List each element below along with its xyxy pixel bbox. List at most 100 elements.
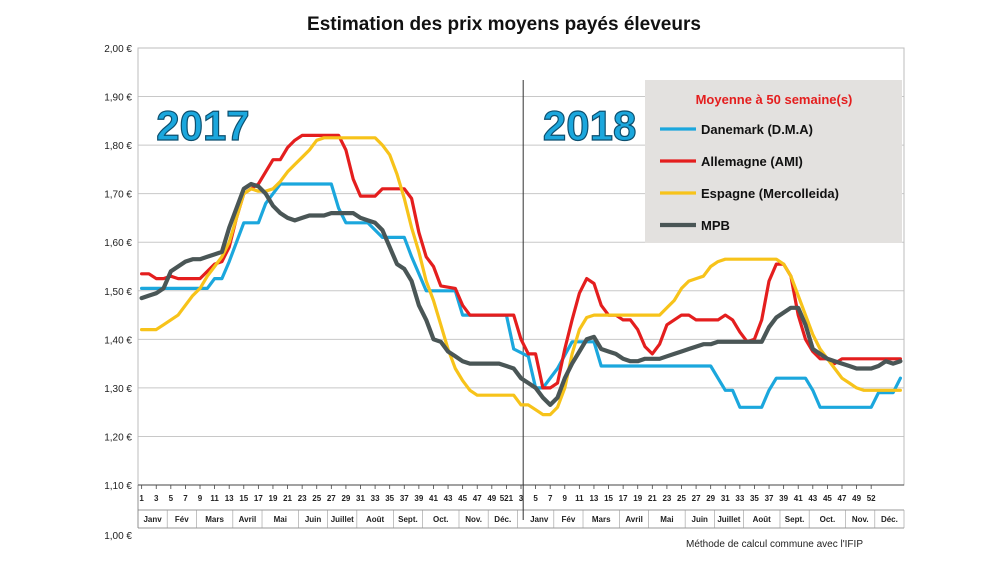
series-line-danemark-d-m-a (140, 182, 903, 409)
x-month-label: Juillet (717, 515, 740, 524)
x-tick-label: 15 (604, 494, 613, 503)
footnote: Méthode de calcul commune avec l'IFIP (686, 539, 863, 550)
series-line-espagne-mercolleida (140, 136, 903, 417)
x-month-label: Mars (205, 515, 224, 524)
x-tick-label: 41 (429, 494, 438, 503)
legend-item-label: MPB (701, 218, 730, 233)
legend: Moyenne à 50 semaine(s) Danemark (D.M.A) A… (645, 80, 902, 243)
y-tick-label: 2,00 € (104, 44, 132, 55)
x-tick-label: 29 (341, 494, 350, 503)
x-tick-label: 25 (677, 494, 686, 503)
x-tick-label: 17 (619, 494, 628, 503)
x-tick-label: 5 (533, 494, 538, 503)
x-tick-label: 19 (269, 494, 278, 503)
x-tick-label: 33 (735, 494, 744, 503)
x-month-label: Juillet (331, 515, 354, 524)
x-month-label: Déc. (881, 515, 898, 524)
x-tick-label: 49 (852, 494, 861, 503)
x-month-label: Déc. (494, 515, 511, 524)
x-tick-label: 1 (139, 494, 144, 503)
x-month-label: Avril (625, 515, 643, 524)
x-tick-label: 27 (327, 494, 336, 503)
x-tick-label: 39 (414, 494, 423, 503)
series-line-mpb (139, 181, 903, 407)
x-month-label: Mai (660, 515, 673, 524)
x-tick-label: 37 (400, 494, 409, 503)
x-tick-label: 21 (283, 494, 292, 503)
x-tick-label: 13 (589, 494, 598, 503)
x-tick-label: 25 (312, 494, 321, 503)
x-tick-label: 15 (239, 494, 248, 503)
x-tick-label: 43 (444, 494, 453, 503)
x-tick-label: 11 (575, 494, 584, 503)
x-tick-label: 47 (838, 494, 847, 503)
x-tick-label: 13 (225, 494, 234, 503)
year-label: 2017 (156, 102, 249, 149)
x-month-label: Fév (175, 515, 189, 524)
x-tick-label: 35 (385, 494, 394, 503)
x-tick-label: 27 (692, 494, 701, 503)
x-tick-label: 31 (356, 494, 365, 503)
x-month-label: Juin (305, 515, 322, 524)
x-month-label: Sept. (398, 515, 418, 524)
y-tick-label: 1,40 € (104, 335, 132, 346)
x-tick-label: 11 (210, 494, 219, 503)
x-tick-label: 3 (154, 494, 159, 503)
x-tick-label: 9 (563, 494, 568, 503)
y-tick-label: 1,80 € (104, 141, 132, 152)
x-tick-label: 49 (487, 494, 496, 503)
legend-item-label: Allemagne (AMI) (701, 154, 803, 169)
y-tick-label: 1,10 € (104, 481, 132, 492)
y-tick-label: 1,70 € (104, 190, 132, 201)
x-tick-label: 37 (765, 494, 774, 503)
x-tick-label: 43 (808, 494, 817, 503)
legend-title: Moyenne à 50 semaine(s) (696, 92, 853, 107)
x-month-label: Oct. (820, 515, 836, 524)
x-tick-label: 52 (867, 494, 876, 503)
x-month-label: Janv (143, 515, 162, 524)
x-tick-label: 7 (548, 494, 553, 503)
x-month-label: Oct. (433, 515, 449, 524)
x-tick-label: 45 (458, 494, 467, 503)
x-month-label: Avril (239, 515, 257, 524)
x-month-label: Août (366, 515, 385, 524)
x-tick-label: 21 (648, 494, 657, 503)
x-tick-label: 19 (633, 494, 642, 503)
x-month-label: Sept. (785, 515, 805, 524)
x-month-label: Août (753, 515, 772, 524)
x-tick-label: 23 (662, 494, 671, 503)
x-month-label: Nov. (852, 515, 869, 524)
x-tick-label: 35 (750, 494, 759, 503)
legend-item-label: Danemark (D.M.A) (701, 122, 813, 137)
x-tick-label: 29 (706, 494, 715, 503)
x-month-label: Juin (692, 515, 709, 524)
x-tick-label: 7 (183, 494, 188, 503)
x-tick-label: 39 (779, 494, 788, 503)
y-tick-label: 1,00 € (104, 531, 132, 542)
legend-item-label: Espagne (Mercolleida) (701, 186, 839, 201)
x-tick-label: 31 (721, 494, 730, 503)
chart-title: Estimation des prix moyens payés éleveur… (307, 14, 701, 35)
x-tick-label: 3 (519, 494, 524, 503)
year-label: 2018 (543, 102, 636, 149)
x-month-label: Mai (274, 515, 287, 524)
x-tick-label: 33 (371, 494, 380, 503)
x-month-label: Janv (530, 515, 549, 524)
x-tick-label: 47 (473, 494, 482, 503)
x-tick-label: 17 (254, 494, 263, 503)
x-tick-label: 23 (298, 494, 307, 503)
x-month-label: Mars (592, 515, 611, 524)
x-month-label: Fév (562, 515, 576, 524)
y-tick-label: 1,50 € (104, 287, 132, 298)
x-tick-label: 41 (794, 494, 803, 503)
x-tick-label: 521 (500, 494, 514, 503)
x-tick-label: 45 (823, 494, 832, 503)
y-tick-label: 1,90 € (104, 93, 132, 104)
x-month-label: Nov. (465, 515, 482, 524)
x-tick-label: 9 (198, 494, 203, 503)
y-tick-label: 1,30 € (104, 384, 132, 395)
y-tick-label: 1,60 € (104, 238, 132, 249)
x-tick-label: 5 (169, 494, 174, 503)
